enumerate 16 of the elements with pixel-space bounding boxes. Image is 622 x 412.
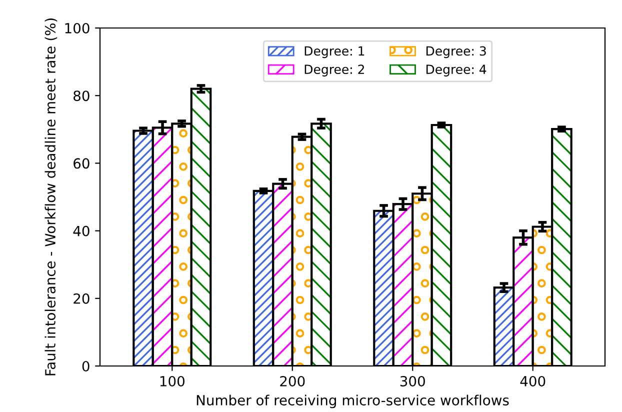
- x-axis-title: Number of receiving micro-service workflows: [196, 394, 509, 408]
- x-tick-label: 200: [280, 376, 305, 386]
- x-tick-label: 300: [400, 376, 425, 386]
- x-tick-label: 100: [160, 376, 184, 386]
- y-tick-label: 60: [74, 158, 90, 169]
- legend-label: Degree: 1: [304, 46, 364, 58]
- legend-label: Degree: 4: [426, 64, 486, 76]
- y-tick-label: 40: [73, 226, 90, 236]
- y-axis-title: Fault intolerance - Workflow deadline meet rate (%): [44, 18, 58, 376]
- y-tick-label: 100: [65, 22, 90, 34]
- y-tick-label: 0: [82, 360, 90, 372]
- legend-label: Degree: 3: [426, 46, 486, 58]
- y-tick-label: 80: [74, 90, 90, 102]
- legend-label: Degree: 2: [304, 64, 364, 76]
- x-tick-label: 400: [520, 376, 546, 386]
- y-tick-label: 20: [74, 293, 90, 304]
